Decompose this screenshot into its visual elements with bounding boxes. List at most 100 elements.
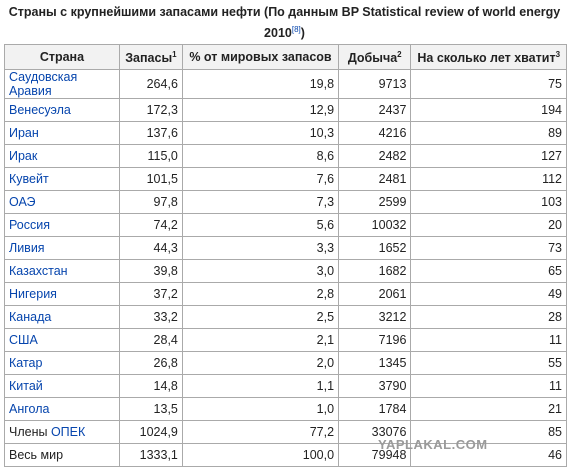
production-cell: 1652	[338, 236, 412, 261]
share-cell: 19,8	[181, 69, 340, 100]
production-cell: 7196	[338, 328, 412, 353]
world-years: 46	[410, 443, 567, 468]
opec-reserves: 1024,9	[118, 420, 183, 445]
country-link[interactable]: Китай	[9, 379, 43, 394]
years-cell: 127	[410, 144, 567, 169]
header-share: % от мировых запасов	[181, 44, 340, 71]
country-cell: Катар	[4, 351, 120, 376]
country-link[interactable]: Ангола	[9, 402, 50, 417]
table-caption: Страны с крупнейшими запасами нефти (По …	[0, 0, 569, 44]
years-cell: 20	[410, 213, 567, 238]
share-cell: 8,6	[181, 144, 340, 169]
opec-link[interactable]: ОПЕК	[50, 425, 86, 440]
years-cell: 65	[410, 259, 567, 284]
header-row: Страна Запасы1 % от мировых запасов Добы…	[4, 44, 567, 71]
country-link[interactable]: Катар	[9, 356, 43, 371]
years-cell: 11	[410, 374, 567, 399]
opec-share: 77,2	[181, 420, 340, 445]
country-link[interactable]: ОАЭ	[9, 195, 36, 210]
country-link[interactable]: Венесуэла	[9, 103, 71, 118]
country-cell: Кувейт	[4, 167, 120, 192]
country-cell: Россия	[4, 213, 120, 238]
world-label: Весь мир	[4, 443, 120, 468]
country-cell: Казахстан	[4, 259, 120, 284]
country-link[interactable]: Ирак	[9, 149, 38, 164]
header-reserves: Запасы1	[118, 44, 183, 71]
reserves-cell: 14,8	[118, 374, 183, 399]
reserves-cell: 101,5	[118, 167, 183, 192]
reserves-cell: 37,2	[118, 282, 183, 307]
table-row: Россия 74,2 5,6 10032 20	[4, 213, 567, 238]
header-years: На сколько лет хватит3	[410, 44, 567, 71]
share-cell: 2,5	[181, 305, 340, 330]
world-production: 79948	[338, 443, 412, 468]
years-cell: 28	[410, 305, 567, 330]
share-cell: 3,3	[181, 236, 340, 261]
world-share: 100,0	[181, 443, 340, 468]
table-row: Иран 137,6 10,3 4216 89	[4, 121, 567, 146]
country-link[interactable]: Канада	[9, 310, 52, 325]
production-cell: 2437	[338, 98, 412, 123]
years-cell: 73	[410, 236, 567, 261]
country-link[interactable]: Ливия	[9, 241, 45, 256]
caption-close: )	[300, 26, 305, 41]
reserves-cell: 172,3	[118, 98, 183, 123]
table-row: Канада 33,2 2,5 3212 28	[4, 305, 567, 330]
reserves-cell: 26,8	[118, 351, 183, 376]
share-cell: 3,0	[181, 259, 340, 284]
reserves-cell: 13,5	[118, 397, 183, 422]
opec-row: Члены ОПЕК 1024,9 77,2 33076 85	[4, 420, 567, 445]
share-cell: 10,3	[181, 121, 340, 146]
country-cell: Ирак	[4, 144, 120, 169]
production-cell: 2482	[338, 144, 412, 169]
country-link[interactable]: США	[9, 333, 38, 348]
share-cell: 1,1	[181, 374, 340, 399]
table-row: Казахстан 39,8 3,0 1682 65	[4, 259, 567, 284]
country-cell: Канада	[4, 305, 120, 330]
country-cell: Ангола	[4, 397, 120, 422]
production-cell: 1784	[338, 397, 412, 422]
table-row: Китай 14,8 1,1 3790 11	[4, 374, 567, 399]
years-cell: 21	[410, 397, 567, 422]
country-link[interactable]: Иран	[9, 126, 39, 141]
years-cell: 55	[410, 351, 567, 376]
reserves-cell: 44,3	[118, 236, 183, 261]
opec-production: 33076	[338, 420, 412, 445]
table-row: Нигерия 37,2 2,8 2061 49	[4, 282, 567, 307]
country-link[interactable]: Саудовская Аравия	[9, 70, 78, 99]
country-cell: ОАЭ	[4, 190, 120, 215]
table-row: Ангола 13,5 1,0 1784 21	[4, 397, 567, 422]
country-link[interactable]: Казахстан	[9, 264, 68, 279]
opec-label: Члены ОПЕК	[4, 420, 120, 445]
reserves-cell: 74,2	[118, 213, 183, 238]
share-cell: 7,3	[181, 190, 340, 215]
country-cell: США	[4, 328, 120, 353]
years-cell: 89	[410, 121, 567, 146]
production-cell: 3212	[338, 305, 412, 330]
country-link[interactable]: Кувейт	[9, 172, 49, 187]
production-cell: 3790	[338, 374, 412, 399]
production-cell: 1345	[338, 351, 412, 376]
share-cell: 2,0	[181, 351, 340, 376]
share-cell: 2,8	[181, 282, 340, 307]
table-row: Катар 26,8 2,0 1345 55	[4, 351, 567, 376]
production-cell: 9713	[338, 69, 412, 100]
reserves-cell: 264,6	[118, 69, 183, 100]
table-row: Венесуэла 172,3 12,9 2437 194	[4, 98, 567, 123]
table-row: ОАЭ 97,8 7,3 2599 103	[4, 190, 567, 215]
table-row: Ирак 115,0 8,6 2482 127	[4, 144, 567, 169]
reference-link[interactable]: [8]	[291, 25, 301, 34]
reserves-cell: 33,2	[118, 305, 183, 330]
reserves-cell: 28,4	[118, 328, 183, 353]
table-row: Саудовская Аравия 264,6 19,8 9713 75	[4, 69, 567, 100]
production-cell: 1682	[338, 259, 412, 284]
country-link[interactable]: Нигерия	[9, 287, 57, 302]
share-cell: 12,9	[181, 98, 340, 123]
table-row: США 28,4 2,1 7196 11	[4, 328, 567, 353]
country-link[interactable]: Россия	[9, 218, 50, 233]
years-cell: 75	[410, 69, 567, 100]
share-cell: 2,1	[181, 328, 340, 353]
years-cell: 103	[410, 190, 567, 215]
watermark: YAPLAKAL.COM	[378, 437, 488, 452]
table-row: Кувейт 101,5 7,6 2481 112	[4, 167, 567, 192]
